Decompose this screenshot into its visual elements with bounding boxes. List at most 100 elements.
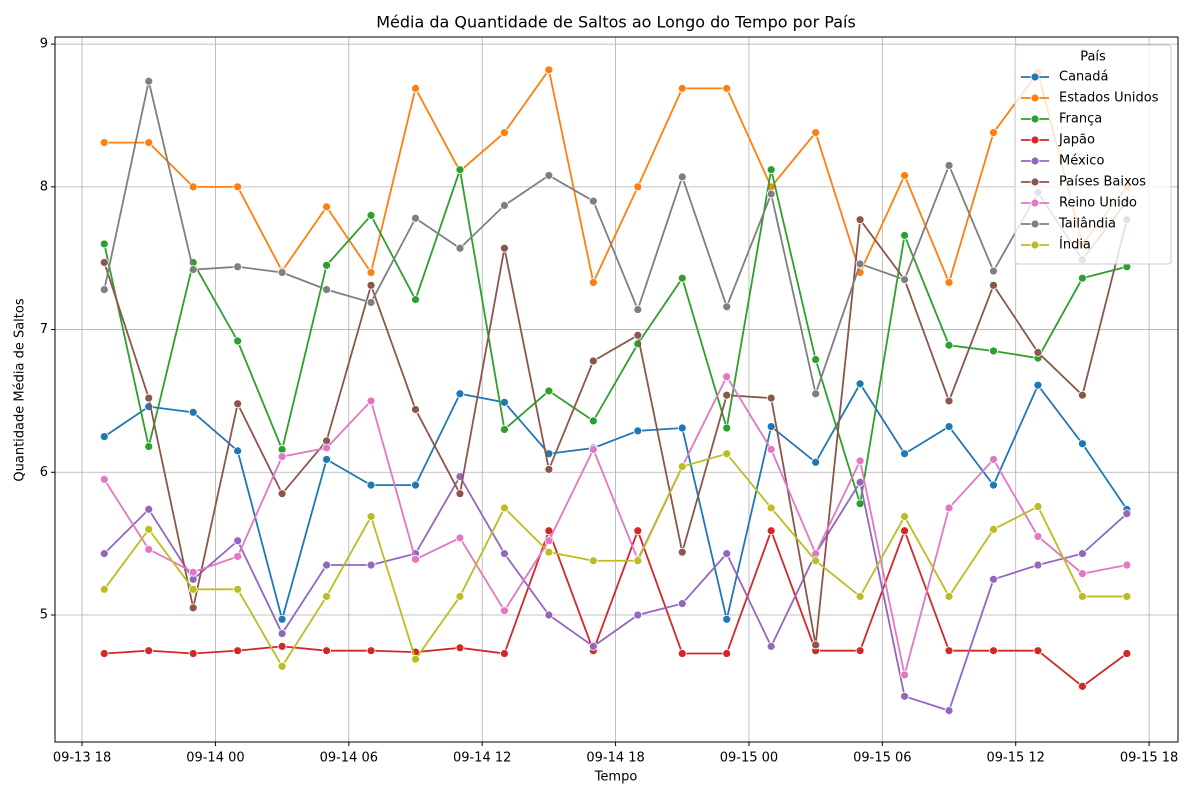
data-point	[411, 480, 420, 490]
data-point	[811, 457, 821, 467]
data-point	[99, 432, 109, 441]
data-point	[99, 584, 109, 594]
data-point	[900, 449, 909, 459]
data-point	[544, 610, 554, 620]
data-point	[500, 425, 509, 434]
data-point	[411, 554, 420, 564]
data-point	[233, 536, 243, 546]
data-point	[1033, 502, 1043, 511]
data-point	[766, 422, 776, 432]
data-point	[722, 649, 732, 658]
data-point	[188, 603, 198, 613]
data-point	[1033, 380, 1043, 390]
data-point	[588, 196, 598, 206]
data-point	[233, 646, 243, 656]
data-point	[366, 480, 376, 490]
data-point	[989, 524, 998, 534]
data-point	[544, 171, 554, 180]
legend-label: Canadá	[1059, 70, 1108, 85]
data-point	[588, 641, 598, 651]
legend-marker	[1030, 219, 1040, 229]
y-tick-label: 9	[40, 37, 48, 52]
data-point	[144, 646, 154, 656]
data-point	[277, 452, 287, 461]
data-point	[722, 614, 732, 624]
data-point	[722, 423, 732, 433]
legend-label: México	[1059, 154, 1104, 169]
data-point	[588, 445, 598, 454]
data-point	[944, 278, 954, 287]
data-point	[588, 278, 598, 287]
data-point	[500, 549, 509, 559]
data-point	[1122, 509, 1132, 519]
data-point	[811, 128, 821, 138]
data-point	[677, 423, 687, 433]
data-point	[1078, 549, 1087, 559]
legend-label: França	[1059, 112, 1102, 127]
data-point	[144, 442, 154, 451]
data-point	[366, 396, 376, 406]
data-point	[144, 544, 154, 554]
data-point	[233, 584, 243, 594]
data-point	[588, 356, 598, 366]
data-point	[722, 83, 732, 93]
data-point	[722, 449, 732, 459]
data-point	[411, 213, 420, 223]
data-point	[989, 266, 998, 276]
data-point	[855, 646, 865, 656]
legend-box	[1014, 44, 1172, 265]
data-point	[766, 445, 776, 454]
data-point	[322, 592, 331, 601]
data-point	[1033, 646, 1043, 656]
y-tick-label: 8	[40, 179, 48, 194]
data-point	[99, 549, 109, 559]
legend-marker	[1030, 198, 1040, 208]
data-point	[989, 646, 998, 656]
data-point	[900, 512, 909, 521]
data-point	[144, 504, 154, 514]
data-point	[233, 262, 243, 272]
plot-frame	[54, 36, 1179, 743]
data-point	[366, 210, 376, 220]
data-point	[144, 76, 154, 86]
data-point	[500, 649, 509, 658]
data-point	[1033, 347, 1043, 357]
data-point	[366, 298, 376, 307]
data-point	[455, 243, 465, 253]
data-point	[677, 273, 687, 283]
x-tick-label: 09-14 00	[186, 751, 244, 766]
data-point	[944, 592, 954, 601]
data-point	[677, 83, 687, 93]
legend-marker	[1030, 93, 1040, 103]
legend-marker	[1030, 135, 1040, 145]
data-point	[500, 397, 509, 407]
data-point	[1078, 569, 1087, 578]
legend-marker	[1030, 72, 1040, 82]
legend-label: Índia	[1059, 237, 1091, 253]
data-point	[855, 477, 865, 487]
x-tick-label: 09-13 18	[53, 751, 111, 766]
series-line	[103, 382, 1128, 623]
data-point	[633, 330, 643, 340]
series-line	[103, 169, 1128, 504]
data-point	[188, 182, 198, 192]
data-point	[411, 83, 420, 93]
data-point	[277, 661, 287, 671]
data-point	[455, 489, 465, 499]
data-point	[989, 455, 998, 464]
data-point	[544, 465, 554, 474]
data-point	[1078, 273, 1087, 283]
data-point	[411, 405, 420, 414]
data-point	[944, 422, 954, 432]
data-point	[233, 446, 243, 456]
data-point	[366, 268, 376, 277]
data-point	[455, 533, 465, 543]
x-tick-label: 09-15 00	[720, 751, 778, 766]
x-tick-label: 09-14 12	[453, 751, 511, 766]
data-point	[277, 629, 287, 638]
data-point	[811, 389, 821, 399]
data-point	[766, 526, 776, 536]
data-point	[544, 536, 554, 546]
data-point	[144, 393, 154, 403]
